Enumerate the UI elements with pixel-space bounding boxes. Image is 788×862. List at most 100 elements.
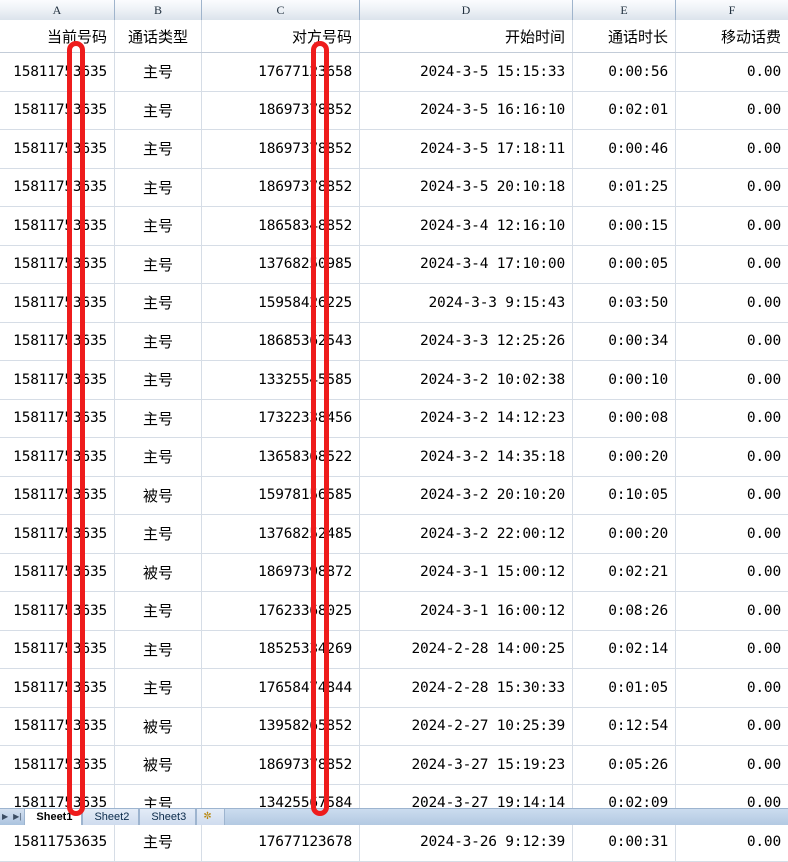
cell-duration[interactable]: 0:00:31 [573,823,676,861]
cell-other-number[interactable]: 18697378852 [202,168,360,206]
cell-duration[interactable]: 0:02:14 [573,630,676,668]
cell-current-number[interactable]: 15811753635 [0,515,115,553]
cell-start-time[interactable]: 2024-2-28 14:00:25 [360,630,573,668]
cell-other-number[interactable]: 13658368522 [202,438,360,476]
cell-duration[interactable]: 0:00:05 [573,245,676,283]
first-sheet-arrow-icon[interactable]: ▶ [2,812,9,821]
cell-fee[interactable]: 0.00 [746,833,781,850]
cell-current-number[interactable]: 15811753635 [0,707,115,745]
cell-call-type[interactable]: 主号 [115,168,202,206]
last-sheet-arrow-icon[interactable]: ▶| [13,812,22,821]
cell-other-number[interactable]: 17658474844 [202,669,360,707]
cell-other-number[interactable]: 15958426225 [202,284,360,322]
cell-start-time[interactable]: 2024-3-5 15:15:33 [360,53,573,91]
cell-start-time[interactable]: 2024-3-5 16:16:10 [360,91,573,129]
cell-current-number[interactable]: 15811753635 [0,476,115,514]
cell-other-number[interactable]: 13958265852 [202,707,360,745]
cell-start-time[interactable]: 2024-3-2 10:02:38 [360,361,573,399]
cell-duration[interactable]: 0:08:26 [573,592,676,630]
cell-other-number[interactable]: 18697398872 [202,553,360,591]
cell-fee[interactable]: 0.00 [746,564,781,581]
cell-start-time[interactable]: 2024-3-3 9:15:43 [360,284,573,322]
cell-call-type[interactable]: 主号 [115,438,202,476]
cell-duration[interactable]: 0:00:34 [573,322,676,360]
column-header-c[interactable]: C [202,0,360,20]
cell-current-number[interactable]: 15811753635 [0,245,115,283]
cell-current-number[interactable]: 15811753635 [0,553,115,591]
cell-call-type[interactable]: 被号 [115,553,202,591]
cell-start-time[interactable]: 2024-3-4 12:16:10 [360,207,573,245]
column-header-a[interactable]: A [0,0,115,20]
cell-duration[interactable]: 0:00:15 [573,207,676,245]
cell-call-type[interactable]: 被号 [115,476,202,514]
cell-fee[interactable]: 0.00 [746,102,781,119]
cell-start-time[interactable]: 2024-3-3 12:25:26 [360,322,573,360]
cell-fee[interactable]: 0.00 [746,448,781,465]
cell-fee[interactable]: 0.00 [746,256,781,273]
cell-fee[interactable]: 0.00 [746,217,781,234]
cell-current-number[interactable]: 15811753635 [0,746,115,784]
cell-start-time[interactable]: 2024-3-2 14:12:23 [360,399,573,437]
cell-current-number[interactable]: 15811753635 [0,630,115,668]
sheet-tab-sheet1[interactable]: Sheet1 [24,809,83,825]
cell-start-time[interactable]: 2024-3-27 19:14:14 [360,784,573,822]
cell-current-number[interactable]: 15811753635 [0,669,115,707]
cell-call-type[interactable]: 主号 [115,823,202,861]
cell-call-type[interactable]: 被号 [115,746,202,784]
cell-fee[interactable]: 0.00 [746,641,781,658]
cell-duration[interactable]: 0:10:05 [573,476,676,514]
cell-fee[interactable]: 0.00 [746,294,781,311]
cell-call-type[interactable]: 主号 [115,592,202,630]
cell-current-number[interactable]: 15811753635 [0,91,115,129]
cell-duration[interactable]: 0:00:10 [573,361,676,399]
header-cell-fee[interactable]: 移动话费 [720,27,781,46]
cell-other-number[interactable]: 13768250985 [202,245,360,283]
cell-fee[interactable]: 0.00 [746,525,781,542]
cell-start-time[interactable]: 2024-3-1 15:00:12 [360,553,573,591]
cell-duration[interactable]: 0:02:01 [573,91,676,129]
cell-call-type[interactable]: 被号 [115,707,202,745]
cell-start-time[interactable]: 2024-3-2 20:10:20 [360,476,573,514]
cell-call-type[interactable]: 主号 [115,91,202,129]
cell-call-type[interactable]: 主号 [115,245,202,283]
cell-start-time[interactable]: 2024-3-5 17:18:11 [360,130,573,168]
cell-duration[interactable]: 0:02:21 [573,553,676,591]
sheet-tab-sheet3[interactable]: Sheet3 [139,809,197,825]
cell-fee[interactable]: 0.00 [746,63,781,80]
cell-call-type[interactable]: 主号 [115,361,202,399]
cell-current-number[interactable]: 15811753635 [0,399,115,437]
cell-duration[interactable]: 0:01:05 [573,669,676,707]
cell-other-number[interactable]: 13768252485 [202,515,360,553]
cell-fee[interactable]: 0.00 [746,756,781,773]
header-cell-current-number[interactable]: 当前号码 [0,20,115,52]
cell-other-number[interactable]: 18658348852 [202,207,360,245]
cell-call-type[interactable]: 主号 [115,130,202,168]
cell-fee[interactable]: 0.00 [746,795,781,812]
cell-current-number[interactable]: 15811753635 [0,361,115,399]
cell-fee[interactable]: 0.00 [746,333,781,350]
cell-fee[interactable]: 0.00 [746,487,781,504]
cell-other-number[interactable]: 17322338456 [202,399,360,437]
cell-other-number[interactable]: 18525334269 [202,630,360,668]
cell-other-number[interactable]: 17677123658 [202,53,360,91]
cell-duration[interactable]: 0:00:20 [573,515,676,553]
cell-other-number[interactable]: 18697378852 [202,91,360,129]
cell-start-time[interactable]: 2024-3-2 14:35:18 [360,438,573,476]
cell-start-time[interactable]: 2024-3-27 15:19:23 [360,746,573,784]
cell-call-type[interactable]: 主号 [115,53,202,91]
cell-other-number[interactable]: 17677123678 [202,823,360,861]
cell-current-number[interactable]: 15811753635 [0,438,115,476]
cell-start-time[interactable]: 2024-3-1 16:00:12 [360,592,573,630]
cell-other-number[interactable]: 13325545585 [202,361,360,399]
cell-start-time[interactable]: 2024-3-26 9:12:39 [360,823,573,861]
column-header-f[interactable]: F [676,0,788,20]
cell-call-type[interactable]: 主号 [115,284,202,322]
column-header-b[interactable]: B [115,0,202,20]
cell-duration[interactable]: 0:00:46 [573,130,676,168]
cell-start-time[interactable]: 2024-3-4 17:10:00 [360,245,573,283]
cell-other-number[interactable]: 18685362543 [202,322,360,360]
cell-fee[interactable]: 0.00 [746,140,781,157]
cell-call-type[interactable]: 主号 [115,207,202,245]
cell-other-number[interactable]: 18697378852 [202,746,360,784]
cell-duration[interactable]: 0:05:26 [573,746,676,784]
